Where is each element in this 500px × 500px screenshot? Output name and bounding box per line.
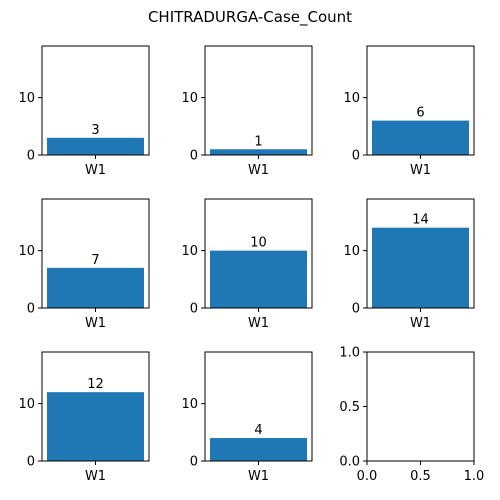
bar (210, 149, 307, 155)
y-tick-label: 0 (27, 455, 35, 470)
x-tick-label: W1 (410, 163, 431, 178)
y-tick-label: 0 (352, 149, 360, 164)
x-tick-label: W1 (85, 316, 106, 331)
x-tick-label: 0.0 (357, 469, 378, 484)
subplot-3: 6 0 10 W1 (343, 45, 475, 178)
axes-frame (366, 45, 475, 156)
bar (47, 137, 144, 155)
subplot-grid: 3010W11010W16010W17010W110010W114010W112… (18, 45, 484, 485)
bar (47, 392, 144, 461)
chart-title: CHITRADURGA-Case_Count (148, 8, 352, 27)
bar-value-label: 4 (254, 423, 262, 438)
y-tick-label: 0 (190, 455, 198, 470)
axes-frame (204, 351, 313, 462)
y-tick-label: 1.0 (339, 346, 360, 361)
bar-value-label: 7 (91, 253, 99, 268)
y-tick-label: 10 (18, 244, 35, 259)
x-tick-label: W1 (85, 469, 106, 484)
x-tick-label: W1 (410, 316, 431, 331)
y-tick-label: 0.5 (339, 400, 360, 415)
bar-value-label: 1 (254, 134, 262, 149)
y-tick-label: 10 (18, 91, 35, 106)
y-tick-label: 0 (190, 302, 198, 317)
axes-frame (204, 198, 313, 309)
axes-frame (204, 45, 313, 156)
bar (372, 227, 469, 308)
y-tick-label: 10 (181, 244, 198, 259)
y-tick-label: 0 (352, 302, 360, 317)
axes-frame (41, 45, 150, 156)
y-tick-label: 10 (343, 244, 360, 259)
y-tick-label: 0 (27, 302, 35, 317)
x-tick-label: W1 (248, 469, 269, 484)
bar (210, 438, 307, 461)
x-tick-label: W1 (85, 163, 106, 178)
y-tick-label: 10 (343, 91, 360, 106)
y-tick-label: 10 (181, 397, 198, 412)
x-tick-label: W1 (248, 316, 269, 331)
axes-frame (366, 351, 475, 462)
axes-frame (41, 198, 150, 309)
y-tick-label: 0 (27, 149, 35, 164)
subplot-8: 4 0 10 W1 (181, 351, 313, 484)
y-tick-label: 0 (190, 149, 198, 164)
bar-value-label: 3 (91, 123, 99, 138)
bar (372, 120, 469, 155)
subplot-5: 10 0 10 W1 (181, 198, 313, 331)
x-tick-label: 1.0 (464, 469, 485, 484)
axes-frame (366, 198, 475, 309)
subplot-4: 7 0 10 W1 (18, 198, 150, 331)
y-tick-label: 10 (18, 397, 35, 412)
bar-value-label: 10 (250, 236, 267, 251)
y-tick-label: 0.0 (339, 455, 360, 470)
bar-value-label: 12 (87, 377, 104, 392)
subplot-1: 3 0 10 W1 (18, 45, 150, 178)
x-tick-label: 0.5 (410, 469, 431, 484)
bar-value-label: 14 (412, 213, 429, 228)
bar-value-label: 6 (416, 106, 424, 121)
axes-frame (41, 351, 150, 462)
subplot-6: 14 0 10 W1 (343, 198, 475, 331)
bar (210, 250, 307, 308)
subplot-7: 12 0 10 W1 (18, 351, 150, 484)
x-tick-label: W1 (248, 163, 269, 178)
bar (47, 267, 144, 308)
subplot-9: 0.0 0.5 1.0 0.0 0.5 1.0 (339, 346, 484, 485)
y-tick-label: 10 (181, 91, 198, 106)
